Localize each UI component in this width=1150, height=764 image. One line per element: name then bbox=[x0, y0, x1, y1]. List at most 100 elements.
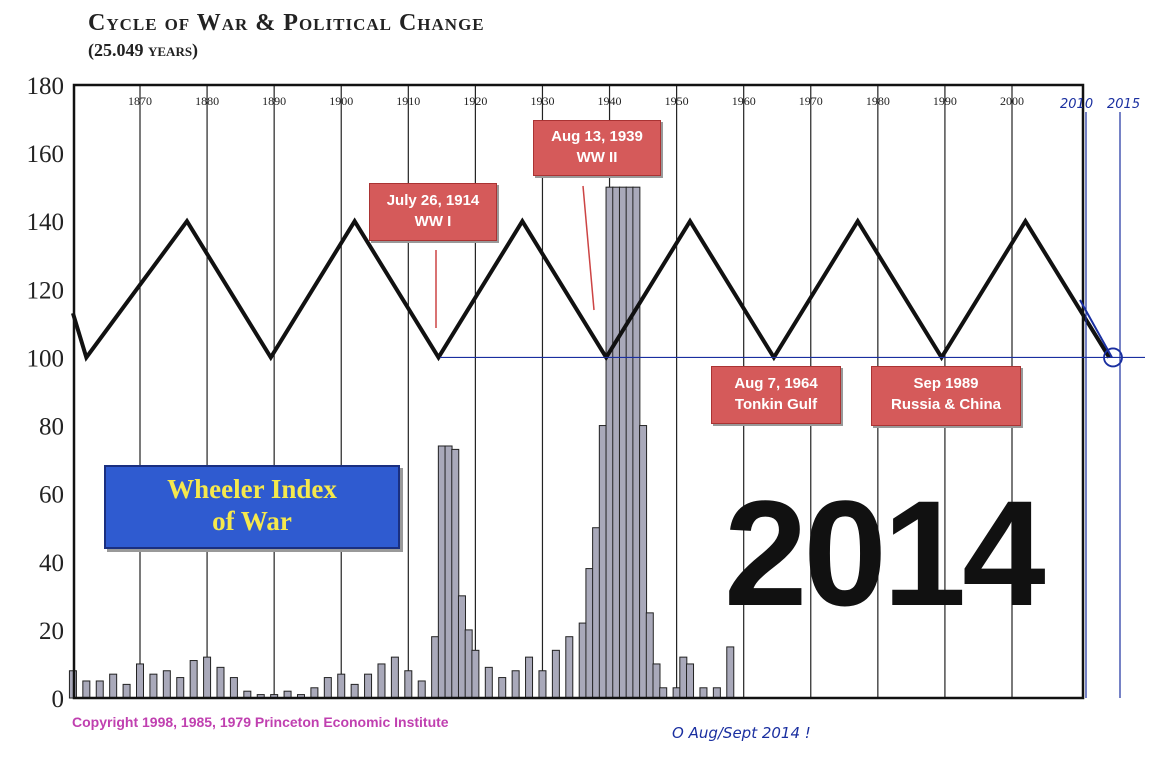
war-index-bar bbox=[525, 656, 534, 699]
war-index-bar bbox=[645, 612, 654, 699]
war-index-bar bbox=[605, 186, 614, 699]
war-index-bar bbox=[95, 680, 104, 699]
callout-ww2: Aug 13, 1939 WW II bbox=[533, 120, 661, 176]
war-index-bar bbox=[592, 527, 601, 699]
projection-line bbox=[1079, 299, 1113, 358]
x-tick-label: 1980 bbox=[866, 94, 890, 108]
war-index-bar bbox=[484, 666, 493, 699]
y-tick-label: 0 bbox=[52, 686, 65, 713]
y-tick-label: 20 bbox=[39, 618, 64, 645]
index-legend-box: Wheeler Index of War bbox=[104, 465, 400, 549]
callout-russia-china-label: Russia & China bbox=[890, 396, 1002, 413]
index-legend-line2: of War bbox=[212, 506, 292, 536]
y-tick-label: 100 bbox=[27, 345, 65, 372]
war-index-bar bbox=[364, 673, 373, 699]
war-index-bar bbox=[498, 677, 507, 699]
x-tick-label: 1870 bbox=[128, 94, 152, 108]
war-index-bar bbox=[511, 670, 520, 699]
cycle-line bbox=[71, 217, 1111, 362]
y-tick-label: 140 bbox=[27, 209, 65, 236]
callout-tonkin-date: Aug 7, 1964 bbox=[734, 375, 818, 392]
war-index-bar bbox=[109, 673, 118, 699]
war-index-bar bbox=[578, 622, 587, 699]
y-tick-label: 60 bbox=[39, 482, 64, 509]
x-tick-label: 1920 bbox=[463, 94, 487, 108]
war-index-bar bbox=[176, 677, 185, 699]
y-tick-label: 180 bbox=[27, 73, 65, 100]
y-tick-label: 160 bbox=[27, 141, 65, 168]
war-index-bar bbox=[565, 636, 574, 699]
war-index-bar bbox=[659, 687, 668, 699]
war-index-bar bbox=[122, 683, 131, 699]
x-tick-label: 1900 bbox=[329, 94, 353, 108]
x-annotation-2015: 2015 bbox=[1107, 97, 1140, 112]
x-tick-label: 1970 bbox=[799, 94, 823, 108]
callout-tonkin-label: Tonkin Gulf bbox=[734, 396, 818, 413]
x-tick-label: 1910 bbox=[396, 94, 420, 108]
plot-frame bbox=[72, 83, 1085, 700]
war-index-bar bbox=[431, 636, 440, 699]
y-tick-label: 120 bbox=[27, 277, 65, 304]
war-index-bar bbox=[203, 656, 212, 699]
war-index-bar bbox=[457, 595, 466, 699]
chart-title: Cycle of War & Political Change bbox=[88, 10, 485, 36]
war-index-bar bbox=[82, 680, 91, 699]
war-index-bar bbox=[149, 673, 158, 699]
x-tick-label: 1990 bbox=[933, 94, 957, 108]
war-index-bar bbox=[679, 656, 688, 699]
copyright-text: Copyright 1998, 1985, 1979 Princeton Eco… bbox=[72, 714, 449, 730]
war-index-bar bbox=[625, 186, 634, 699]
war-index-bar bbox=[229, 677, 238, 699]
callout-ww1: July 26, 1914 WW I bbox=[369, 183, 497, 241]
callout-russia-china-date: Sep 1989 bbox=[913, 375, 979, 392]
war-index-bar bbox=[136, 663, 144, 699]
war-index-bar bbox=[390, 656, 399, 699]
war-index-bar bbox=[404, 670, 413, 699]
x-annotation-2010: 2010 bbox=[1060, 97, 1093, 112]
x-tick-label: 1930 bbox=[530, 94, 554, 108]
x-tick-label: 1940 bbox=[598, 94, 622, 108]
war-index-bar bbox=[471, 649, 480, 699]
war-index-bar bbox=[189, 660, 198, 699]
war-index-bar bbox=[437, 445, 446, 699]
callout-ww2-label: WW II bbox=[576, 149, 618, 166]
war-index-bar bbox=[712, 687, 721, 699]
callout-ww2-date: Aug 13, 1939 bbox=[551, 128, 643, 145]
index-legend-line1: Wheeler Index bbox=[167, 474, 337, 504]
war-index-bar bbox=[216, 666, 225, 699]
callout-russia-china: Sep 1989 Russia & China bbox=[871, 366, 1021, 426]
projection-circle bbox=[1103, 347, 1123, 368]
war-index-bar bbox=[726, 646, 735, 699]
war-index-bar bbox=[451, 448, 460, 699]
war-index-bar bbox=[672, 687, 681, 699]
war-index-bar bbox=[652, 663, 661, 699]
x-tick-label: 1960 bbox=[732, 94, 756, 108]
x-tick-label: 1950 bbox=[665, 94, 689, 108]
war-index-bar bbox=[310, 687, 319, 699]
war-index-bar bbox=[686, 663, 695, 699]
war-index-bar bbox=[444, 445, 453, 699]
war-index-bar bbox=[538, 670, 547, 699]
war-index-bar bbox=[464, 629, 473, 699]
war-index-bar bbox=[337, 673, 346, 699]
callout-ww1-label: WW I bbox=[414, 213, 452, 230]
war-index-bar bbox=[585, 568, 594, 699]
war-index-bar bbox=[417, 680, 426, 699]
x-tick-label: 2000 bbox=[1000, 94, 1024, 108]
chart-subtitle: (25.049 years) bbox=[88, 40, 199, 60]
y-tick-label: 80 bbox=[39, 414, 64, 441]
callout-pointer-ww2 bbox=[582, 185, 595, 311]
callout-tonkin: Aug 7, 1964 Tonkin Gulf bbox=[711, 366, 841, 424]
war-index-bar bbox=[632, 186, 641, 699]
war-index-bar bbox=[699, 687, 708, 699]
y-tick-label: 40 bbox=[39, 550, 64, 577]
war-index-bar bbox=[377, 663, 386, 699]
war-index-bar bbox=[618, 186, 627, 699]
handwritten-note: O Aug/Sept 2014 ! bbox=[672, 724, 811, 742]
war-index-bar bbox=[551, 649, 560, 699]
big-year-label: 2014 bbox=[724, 469, 1046, 637]
x-tick-label: 1890 bbox=[262, 94, 286, 108]
war-index-bar bbox=[598, 425, 607, 699]
